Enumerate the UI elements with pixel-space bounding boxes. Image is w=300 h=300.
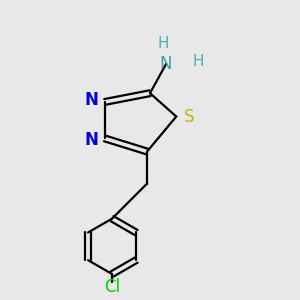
Text: Cl: Cl — [104, 278, 120, 296]
Text: N: N — [160, 55, 172, 73]
Text: N: N — [85, 131, 98, 149]
Text: S: S — [184, 107, 194, 125]
Text: H: H — [192, 54, 204, 69]
Text: N: N — [85, 92, 98, 110]
Text: H: H — [158, 36, 169, 51]
